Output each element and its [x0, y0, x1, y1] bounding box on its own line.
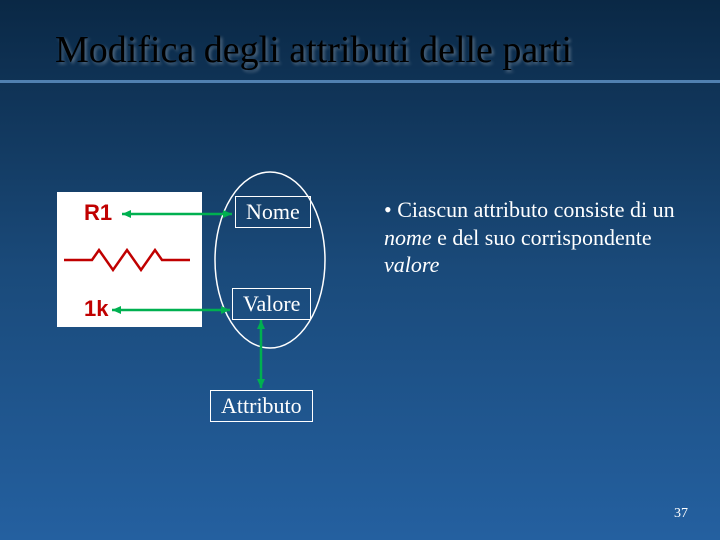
bullet-prefix: • Ciascun attributo consiste di un	[384, 197, 675, 222]
bullet-italic-valore: valore	[384, 252, 439, 277]
slide-title: Modifica degli attributi delle parti	[55, 28, 572, 72]
component-value-text: 1k	[84, 296, 108, 322]
bullet-description: • Ciascun attributo consiste di un nome …	[384, 196, 694, 279]
bullet-mid: e del suo corrispondente	[432, 225, 652, 250]
arrow-valore	[112, 306, 238, 316]
bullet-italic-nome: nome	[384, 225, 432, 250]
title-underline	[0, 80, 720, 83]
attributo-label-box: Attributo	[210, 390, 313, 422]
page-number: 37	[674, 506, 688, 522]
resistor-icon	[64, 245, 194, 275]
arrow-attributo	[256, 320, 268, 395]
arrow-nome	[122, 210, 242, 220]
component-name-text: R1	[84, 200, 112, 226]
nome-label-box: Nome	[235, 196, 311, 228]
valore-label-box: Valore	[232, 288, 311, 320]
